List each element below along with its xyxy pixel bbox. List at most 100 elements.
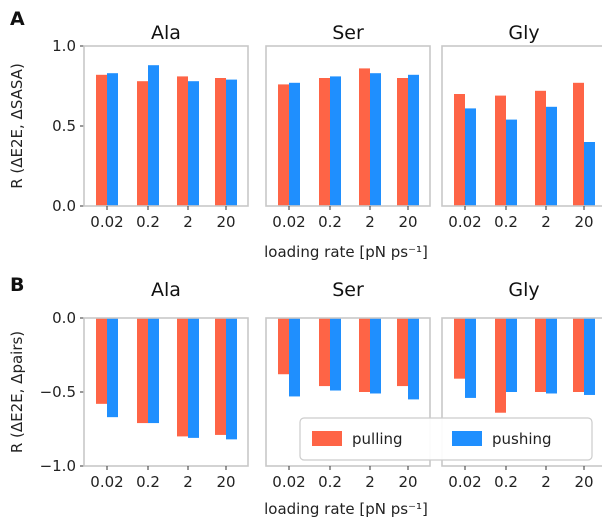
x-tick-label: 0.02 <box>90 473 123 491</box>
bar-pushing <box>330 318 341 391</box>
bar-pulling <box>454 94 465 206</box>
bar-pulling <box>495 95 506 206</box>
bar-pulling <box>573 318 584 392</box>
x-tick-label: 0.02 <box>272 213 305 231</box>
subplot-B-ala: Ala 0.02 0.2 2 20 <box>83 279 249 491</box>
bar-pushing <box>188 81 199 206</box>
legend: pulling pushing <box>299 417 593 461</box>
bar-pushing <box>289 82 300 206</box>
y-tick-label: −1.0 <box>40 457 76 475</box>
bar-pushing <box>408 318 419 400</box>
bar-pulling <box>359 68 370 207</box>
y-tick-label: 0.0 <box>52 197 76 215</box>
bar-pulling <box>96 74 107 206</box>
y-tick-label: 0.0 <box>52 309 76 327</box>
bar-pulling <box>96 318 107 404</box>
x-tick-label: 2 <box>365 213 375 231</box>
x-tick-label: 2 <box>365 473 375 491</box>
bar-pushing <box>289 318 300 397</box>
x-tick-label: 0.02 <box>448 213 481 231</box>
bar-pushing <box>188 318 199 438</box>
x-tick-label: 0.02 <box>272 473 305 491</box>
legend-swatch-pushing <box>452 431 482 446</box>
bar-pulling <box>397 318 408 387</box>
y-tick-label: 0.5 <box>52 117 76 135</box>
x-tick-label: 0.2 <box>136 473 160 491</box>
x-tick-label: 0.2 <box>136 213 160 231</box>
x-tick-label: 20 <box>216 213 235 231</box>
bar-pulling <box>535 90 546 206</box>
bar-pushing <box>465 318 476 398</box>
bar-pushing <box>506 318 517 392</box>
subplot-title: Ala <box>151 279 181 301</box>
subplot-A-ser: Ser 0.02 0.2 2 20 <box>265 22 431 231</box>
subplot-A-gly: Gly 0.02 0.2 2 20 <box>441 22 602 231</box>
x-tick-label: 2 <box>541 213 551 231</box>
bar-pushing <box>584 142 595 206</box>
x-tick-label: 20 <box>398 213 417 231</box>
x-axis-label-A: loading rate [pN ps⁻¹] <box>264 243 428 261</box>
bar-pulling <box>177 76 188 207</box>
bar-pulling <box>397 78 408 206</box>
bar-pulling <box>573 82 584 206</box>
bar-pulling <box>359 318 370 392</box>
y-tick-label: −0.5 <box>40 383 76 401</box>
bar-pulling <box>215 318 226 435</box>
y-axis-label-B: R (ΔE2E, Δpairs) <box>8 331 26 453</box>
subplot-title: Gly <box>508 279 539 301</box>
bar-pulling <box>535 318 546 392</box>
subplot-frame <box>83 317 249 467</box>
subplot-title: Gly <box>508 22 539 44</box>
subplot-title: Ala <box>151 22 181 44</box>
legend-label-pulling: pulling <box>352 430 403 448</box>
bar-pushing <box>330 76 341 207</box>
x-tick-label: 0.2 <box>318 473 342 491</box>
x-tick-label: 20 <box>574 213 593 231</box>
bar-pulling <box>177 318 188 437</box>
bar-pushing <box>370 73 381 206</box>
x-tick-label: 20 <box>398 473 417 491</box>
bar-pushing <box>148 65 159 206</box>
x-tick-label: 2 <box>183 473 193 491</box>
legend-swatch-pulling <box>312 431 342 446</box>
subplot-frame <box>83 45 249 207</box>
subplot-A-ala: Ala 0.02 0.2 2 20 <box>83 22 249 231</box>
x-tick-label: 0.2 <box>494 213 518 231</box>
y-axis-label-A: R (ΔE2E, ΔSASA) <box>8 63 26 189</box>
x-axis-label-B: loading rate [pN ps⁻¹] <box>264 500 428 518</box>
bar-pushing <box>226 79 237 206</box>
bar-pushing <box>226 318 237 440</box>
bar-pushing <box>546 106 557 206</box>
x-tick-label: 0.2 <box>494 473 518 491</box>
bar-pulling <box>319 78 330 206</box>
bar-pulling <box>137 318 148 424</box>
bar-pushing <box>148 318 159 424</box>
subplot-frame <box>441 45 602 207</box>
bar-pushing <box>107 318 118 418</box>
bar-pushing <box>408 74 419 206</box>
bar-pulling <box>278 318 289 375</box>
legend-label-pushing: pushing <box>492 430 552 448</box>
subplot-B-ser: Ser 0.02 0.2 2 20 <box>265 279 431 491</box>
subplot-B-gly: Gly 0.02 0.2 2 20 <box>441 279 602 491</box>
x-tick-label: 2 <box>183 213 193 231</box>
subplot-title: Ser <box>332 22 364 44</box>
x-tick-label: 0.02 <box>448 473 481 491</box>
panel-letter-B: B <box>10 274 24 296</box>
bar-pushing <box>370 318 381 394</box>
bar-pushing <box>584 318 595 395</box>
bar-pulling <box>215 78 226 206</box>
bar-pulling <box>278 84 289 206</box>
x-tick-label: 0.2 <box>318 213 342 231</box>
subplot-frame <box>441 317 602 467</box>
subplot-frame <box>265 45 431 207</box>
x-tick-label: 2 <box>541 473 551 491</box>
subplot-frame <box>265 317 431 467</box>
bar-pushing <box>546 318 557 394</box>
bar-pulling <box>454 318 465 379</box>
x-tick-label: 20 <box>216 473 235 491</box>
bar-pushing <box>465 108 476 206</box>
bar-pushing <box>107 73 118 206</box>
subplot-title: Ser <box>332 279 364 301</box>
